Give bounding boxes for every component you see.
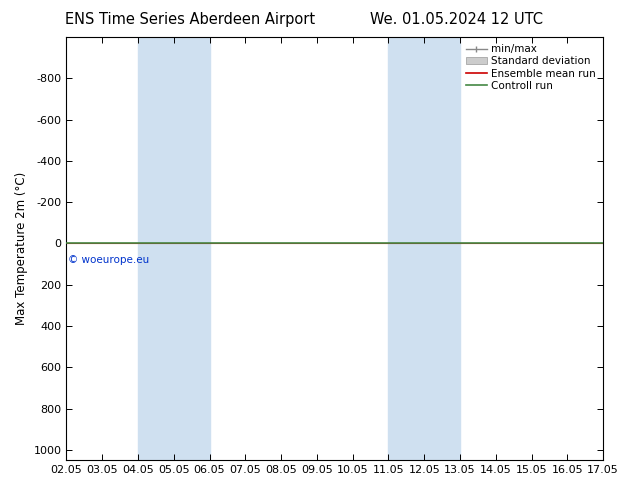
Text: We. 01.05.2024 12 UTC: We. 01.05.2024 12 UTC: [370, 12, 543, 27]
Bar: [138, 37, 210, 460]
Text: © woeurope.eu: © woeurope.eu: [68, 255, 150, 265]
Legend: min/max, Standard deviation, Ensemble mean run, Controll run: min/max, Standard deviation, Ensemble me…: [464, 42, 598, 93]
Bar: [389, 37, 460, 460]
Y-axis label: Max Temperature 2m (°C): Max Temperature 2m (°C): [15, 172, 28, 325]
Text: ENS Time Series Aberdeen Airport: ENS Time Series Aberdeen Airport: [65, 12, 315, 27]
